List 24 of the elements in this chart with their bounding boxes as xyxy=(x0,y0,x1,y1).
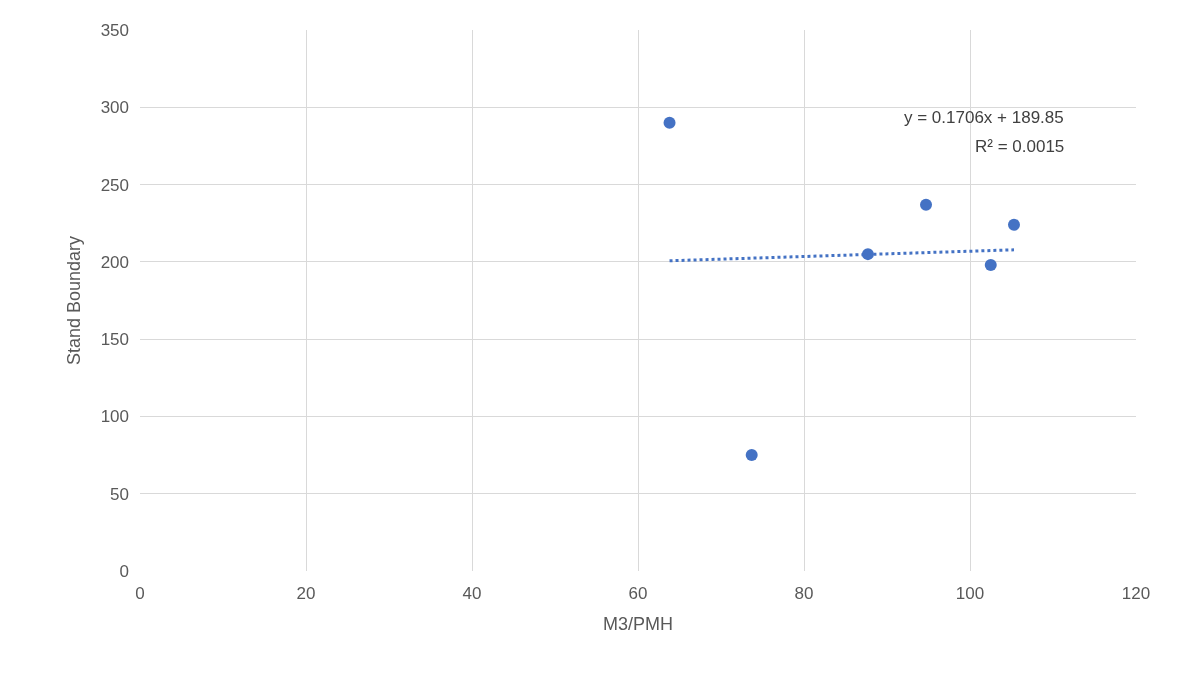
y-tick-label: 250 xyxy=(100,175,129,195)
annotation: R² = 0.0015 xyxy=(975,137,1065,156)
x-tick-label: 0 xyxy=(135,584,145,603)
y-tick-label: 350 xyxy=(100,20,129,40)
annotation: y = 0.1706x + 189.85 xyxy=(904,108,1064,127)
y-tick-label: 50 xyxy=(110,484,129,504)
y-tick-label: 300 xyxy=(100,98,129,118)
x-tick-label: 80 xyxy=(794,584,814,603)
x-tick-label: 40 xyxy=(462,584,482,603)
y-tick-label: 0 xyxy=(119,561,129,581)
point xyxy=(920,198,933,211)
point xyxy=(1008,218,1020,231)
x-tick-label: 20 xyxy=(296,584,316,603)
x-tick-label: 100 xyxy=(955,584,985,603)
y-tick-label: 100 xyxy=(100,407,129,427)
y-tick-label: 200 xyxy=(100,252,129,272)
x-tick-label: 60 xyxy=(628,584,648,603)
point xyxy=(663,116,676,129)
x-tick-label: 120 xyxy=(1121,584,1151,603)
y-axis-title: Stand Boundary xyxy=(63,235,84,366)
point xyxy=(984,258,997,271)
point xyxy=(745,449,758,462)
x-axis-title: M3/PMH xyxy=(602,614,674,635)
y-tick-label: 150 xyxy=(100,330,129,350)
